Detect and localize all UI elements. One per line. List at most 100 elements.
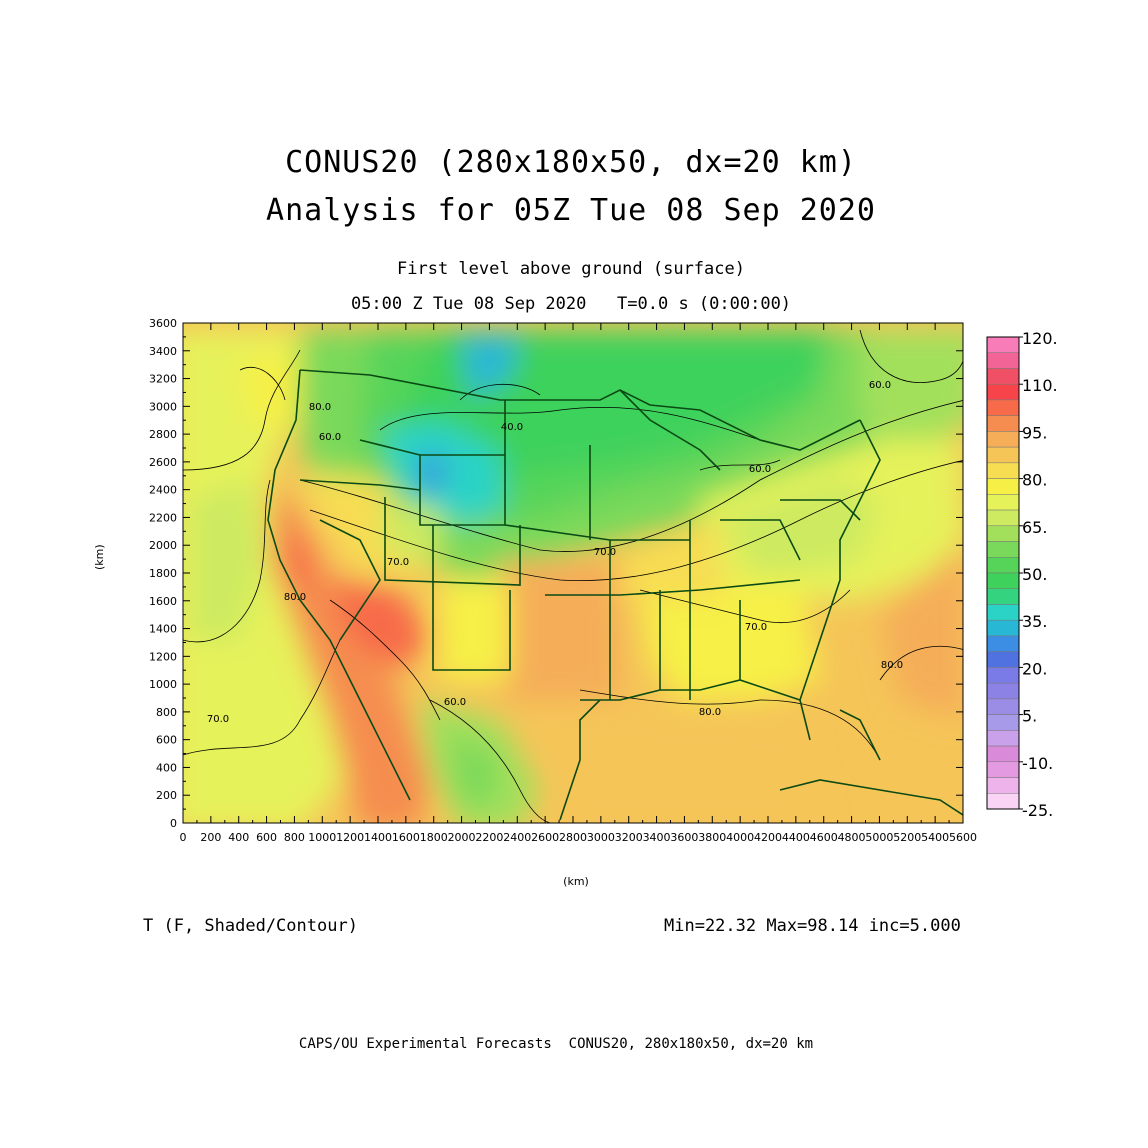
shaded-temperature-field (183, 323, 963, 823)
colorbar-cell (986, 336, 1020, 353)
x-tick-label: 2000 (448, 831, 476, 844)
colorbar-cell (986, 541, 1020, 558)
x-tick-label: 800 (284, 831, 305, 844)
colorbar-cell (986, 494, 1020, 511)
y-tick-label: 0 (170, 817, 177, 830)
y-tick-label: 1800 (149, 567, 177, 580)
y-tick-label: 2600 (149, 456, 177, 469)
colorbar-cell (986, 714, 1020, 731)
x-tick-label: 4600 (810, 831, 838, 844)
footer-credit: CAPS/OU Experimental Forecasts CONUS20, … (298, 1036, 814, 1052)
x-tick-label: 2800 (559, 831, 587, 844)
colorbar-label: 35. (1022, 612, 1047, 631)
y-tick-label: 2800 (149, 428, 177, 441)
x-tick-label: 400 (228, 831, 249, 844)
x-tick-label: 5400 (921, 831, 949, 844)
time-subtitle: 05:00 Z Tue 08 Sep 2020 T=0.0 s (0:00:00… (350, 294, 792, 314)
colorbar-cell (986, 761, 1020, 778)
colorbar-label: -25. (1022, 801, 1053, 820)
x-tick-label: 0 (180, 831, 187, 844)
colorbar-cell (986, 368, 1020, 385)
colorbar-label: 80. (1022, 471, 1047, 490)
x-tick-label: 1800 (420, 831, 448, 844)
x-tick-label: 4400 (782, 831, 810, 844)
y-tick-label: 2000 (149, 539, 177, 552)
x-tick-label: 2200 (475, 831, 503, 844)
colorbar-label: 5. (1022, 707, 1037, 726)
y-axis-unit-label: (km) (93, 544, 106, 570)
y-tick-label: 3200 (149, 373, 177, 386)
x-tick-label: 1000 (308, 831, 336, 844)
contour-label: 40.0 (501, 422, 523, 433)
y-tick-label: 600 (156, 734, 177, 747)
colorbar-cell (986, 604, 1020, 621)
x-tick-label: 3000 (587, 831, 615, 844)
colorbar-cell (986, 588, 1020, 605)
y-tick-label: 400 (156, 761, 177, 774)
x-tick-label: 5600 (949, 831, 977, 844)
colorbar-cell (986, 352, 1020, 369)
map-title: CONUS20 (280x180x50, dx=20 km) (285, 145, 857, 180)
colorbar-cell (986, 651, 1020, 668)
x-tick-label: 4200 (754, 831, 782, 844)
min-max-stats: Min=22.32 Max=98.14 inc=5.000 (664, 916, 961, 936)
colorbar-cell (986, 730, 1020, 747)
colorbar-cell (986, 682, 1020, 700)
x-tick-label: 3400 (643, 831, 671, 844)
contour-label: 70.0 (594, 547, 616, 558)
y-axis: 0 200 400 600 800 1000 1200 1400 1600 1800 2000 220… (149, 317, 963, 830)
colorbar-cell (986, 431, 1020, 448)
map-valid-time: Analysis for 05Z Tue 08 Sep 2020 (266, 193, 876, 228)
x-tick-label: 5200 (893, 831, 921, 844)
colorbar-label: 95. (1022, 423, 1047, 442)
x-tick-label: 5000 (865, 831, 893, 844)
x-tick-label: 3800 (698, 831, 726, 844)
temperature-contours (183, 329, 963, 823)
contour-label: 70.0 (745, 622, 767, 633)
colorbar-label: 120. (1022, 329, 1058, 348)
colorbar-cell (986, 572, 1020, 589)
colorbar-cell (986, 698, 1020, 715)
colorbar-cell (986, 619, 1020, 637)
x-axis-unit-label: (km) (563, 875, 589, 888)
x-tick-label: 200 (200, 831, 221, 844)
y-tick-label: 200 (156, 789, 177, 802)
contour-label: 60.0 (319, 432, 341, 443)
x-tick-label: 3600 (670, 831, 698, 844)
boundaries-overlay (267, 369, 963, 821)
x-tick-label: 600 (256, 831, 277, 844)
colorbar-label: 20. (1022, 659, 1047, 678)
colorbar-label: -10. (1022, 754, 1053, 773)
colorbar-cell (986, 777, 1020, 794)
colorbar-cell (986, 383, 1020, 401)
contour-label: 70.0 (207, 714, 229, 725)
contour-label: 80.0 (284, 592, 306, 603)
variable-label: T (F, Shaded/Contour) (143, 916, 358, 936)
colorbar-cell (986, 509, 1020, 527)
x-tick-label: 1200 (336, 831, 364, 844)
x-tick-label: 1400 (364, 831, 392, 844)
contour-label: 60.0 (869, 380, 891, 391)
y-tick-label: 1400 (149, 623, 177, 636)
x-tick-label: 3200 (615, 831, 643, 844)
y-tick-label: 2400 (149, 484, 177, 497)
x-tick-label: 2400 (503, 831, 531, 844)
y-tick-label: 3600 (149, 317, 177, 330)
contour-label: 80.0 (309, 402, 331, 413)
colorbar-cell (986, 667, 1020, 684)
colorbar-cell (986, 745, 1020, 763)
colorbar-cell (986, 478, 1020, 495)
colorbar-cell (986, 635, 1020, 652)
colorbar-cell (986, 399, 1020, 416)
x-axis: 0 200 400 600 800 1000 1200 1400 1600 1800 2000 220… (180, 323, 977, 844)
colorbar-cell (986, 525, 1020, 542)
y-tick-label: 3000 (149, 400, 177, 413)
color-scale-legend: 120. 110. 95. 80. 65. 50. 35. 20. 5. -10. -25. (986, 329, 1058, 820)
contour-label: 80.0 (881, 660, 903, 671)
x-tick-label: 2600 (531, 831, 559, 844)
colorbar-cell (986, 557, 1020, 574)
y-tick-label: 1600 (149, 595, 177, 608)
contour-labels: 80.0 60.0 40.0 70.0 60.0 80.0 70.0 70.0 80.0 80.0… (207, 380, 903, 725)
y-tick-label: 1000 (149, 678, 177, 691)
